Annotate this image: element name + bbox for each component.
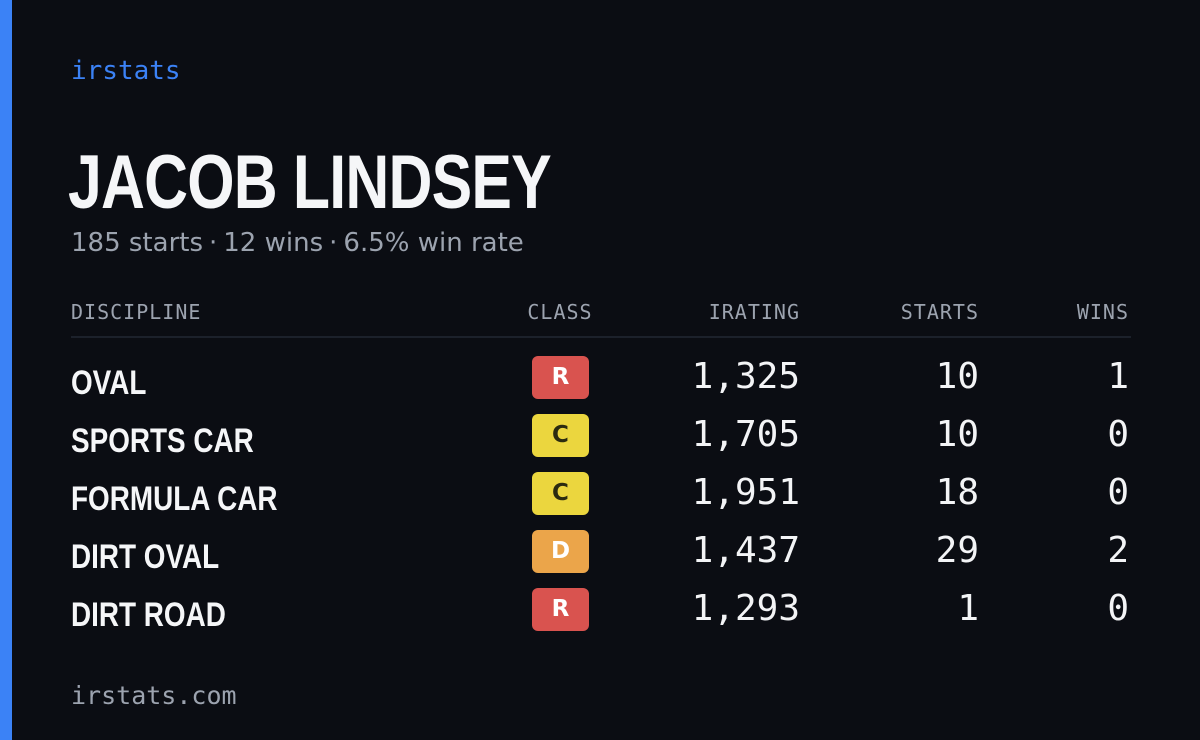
wins-value: 0 xyxy=(1107,588,1129,629)
player-name: JACOB LINDSEY xyxy=(68,140,552,225)
footer-url: irstats.com xyxy=(71,681,237,710)
discipline-name: SPORTS CAR xyxy=(71,422,254,460)
starts-value: 18 xyxy=(935,472,979,513)
irating-value: 1,437 xyxy=(691,530,800,571)
irating-value: 1,951 xyxy=(691,472,800,513)
player-summary: 185 starts · 12 wins · 6.5% win rate xyxy=(71,228,524,258)
table-header: DISCIPLINE CLASS IRATING STARTS WINS xyxy=(71,296,1131,338)
wins-value: 0 xyxy=(1107,472,1129,513)
wins-value: 2 xyxy=(1107,530,1129,571)
discipline-table: DISCIPLINE CLASS IRATING STARTS WINS OVA… xyxy=(71,296,1131,634)
discipline-name: DIRT ROAD xyxy=(71,596,226,634)
header-starts: STARTS xyxy=(900,300,979,324)
irating-value: 1,705 xyxy=(691,414,800,455)
discipline-name: DIRT OVAL xyxy=(71,538,220,576)
win-rate-summary: 6.5% win rate xyxy=(343,228,524,258)
license-class-badge: R xyxy=(532,356,589,399)
irating-value: 1,325 xyxy=(691,356,800,397)
brand-logo-text: irstats xyxy=(71,56,181,86)
starts-value: 10 xyxy=(935,356,979,397)
table-row: SPORTS CAR C 1,705 10 0 xyxy=(71,411,1131,469)
header-irating: IRATING xyxy=(708,300,800,324)
irating-value: 1,293 xyxy=(691,588,800,629)
license-class-badge: C xyxy=(532,414,589,457)
table-row: OVAL R 1,325 10 1 xyxy=(71,353,1131,411)
header-wins: WINS xyxy=(1076,300,1129,324)
summary-separator: · xyxy=(329,228,338,258)
starts-summary: 185 starts xyxy=(71,228,203,258)
license-class-badge: R xyxy=(532,588,589,631)
starts-value: 10 xyxy=(935,414,979,455)
accent-bar xyxy=(0,0,12,740)
starts-value: 29 xyxy=(935,530,979,571)
header-class: CLASS xyxy=(527,300,593,324)
summary-separator: · xyxy=(209,228,218,258)
wins-value: 0 xyxy=(1107,414,1129,455)
header-discipline: DISCIPLINE xyxy=(71,300,202,324)
discipline-name: OVAL xyxy=(71,364,147,402)
starts-value: 1 xyxy=(957,588,979,629)
table-row: FORMULA CAR C 1,951 18 0 xyxy=(71,469,1131,527)
license-class-badge: D xyxy=(532,530,589,573)
discipline-name: FORMULA CAR xyxy=(71,480,278,518)
wins-value: 1 xyxy=(1107,356,1129,397)
table-body: OVAL R 1,325 10 1 SPORTS CAR C 1,705 10 … xyxy=(71,353,1131,643)
license-class-badge: C xyxy=(532,472,589,515)
wins-summary: 12 wins xyxy=(223,228,324,258)
table-row: DIRT OVAL D 1,437 29 2 xyxy=(71,527,1131,585)
table-row: DIRT ROAD R 1,293 1 0 xyxy=(71,585,1131,643)
